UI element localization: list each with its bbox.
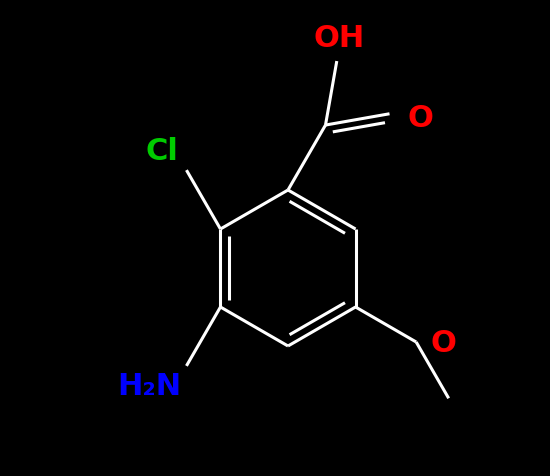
Text: O: O: [408, 104, 433, 133]
Text: O: O: [430, 329, 456, 358]
Text: Cl: Cl: [146, 137, 178, 166]
Text: H₂N: H₂N: [117, 372, 182, 401]
Text: OH: OH: [313, 24, 365, 53]
